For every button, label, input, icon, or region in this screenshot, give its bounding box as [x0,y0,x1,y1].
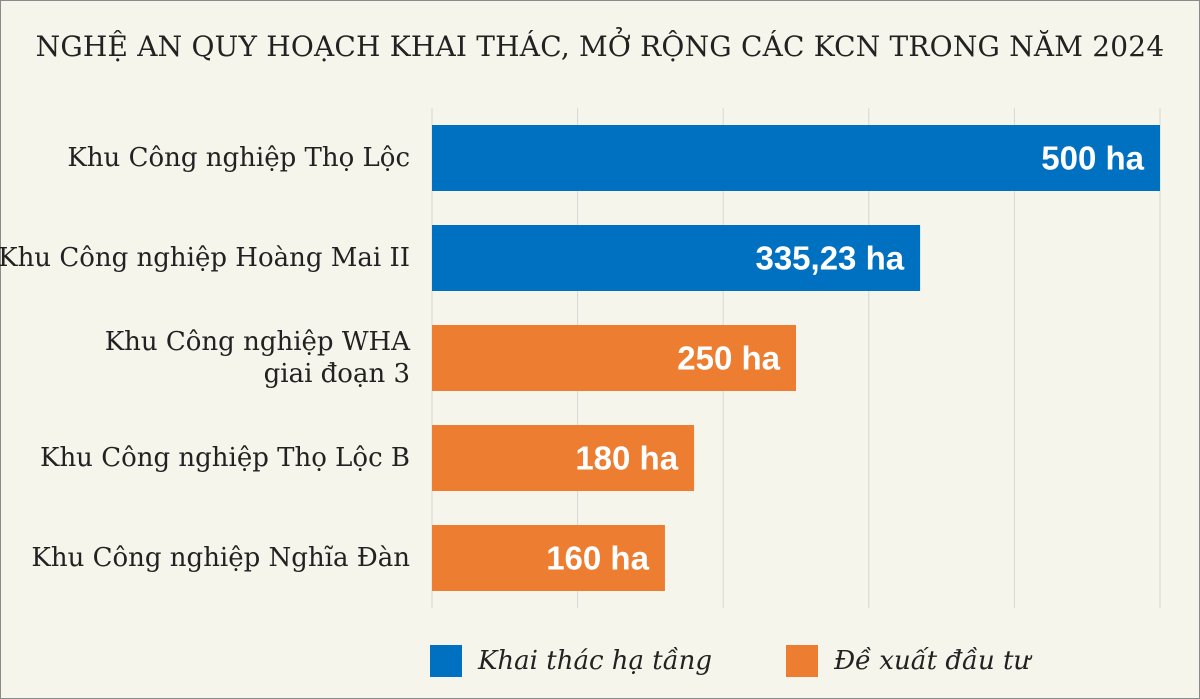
category-label-line: Khu Công nghiệp Thọ Lộc [67,143,410,173]
category-label-line: Khu Công nghiệp WHA [105,327,412,357]
category-label: Khu Công nghiệp Nghĩa Đàn [31,543,410,573]
legend-label-khai-thac: Khai thác hạ tầng [478,646,713,676]
bar [432,225,921,291]
legend-item-de-xuat: Đề xuất đầu tư [786,645,1030,677]
category-label-line: giai đoạn 3 [264,359,410,389]
category-label-line: Khu Công nghiệp Nghĩa Đàn [31,543,410,573]
category-label: Khu Công nghiệp WHA giai đoạn 3 [105,327,412,389]
chart-title: NGHỆ AN QUY HOẠCH KHAI THÁC, MỞ RỘNG CÁC… [35,30,1165,63]
category-label-line: Khu Công nghiệp Thọ Lộc B [40,443,410,473]
legend-swatch-de-xuat [786,645,819,677]
legend-item-khai-thac: Khai thác hạ tầng [430,645,712,677]
value-label: 335,23 ha [755,240,904,277]
bar [432,325,796,391]
bar [432,525,665,591]
category-label: Khu Công nghiệp Hoàng Mai II [0,243,410,273]
category-label: Khu Công nghiệp Thọ Lộc [67,143,410,173]
value-label: 160 ha [546,540,649,577]
value-label: 500 ha [1041,140,1144,177]
legend: Khai thác hạ tầng Đề xuất đầu tư [430,643,1104,679]
category-label-line: Khu Công nghiệp Hoàng Mai II [0,243,410,273]
legend-swatch-khai-thac [430,645,462,677]
bar [432,425,695,491]
value-label: 180 ha [575,440,678,477]
value-label: 250 ha [677,340,780,377]
bar [432,125,1160,191]
legend-label-de-xuat: Đề xuất đầu tư [834,646,1031,676]
category-label: Khu Công nghiệp Thọ Lộc B [40,443,410,473]
